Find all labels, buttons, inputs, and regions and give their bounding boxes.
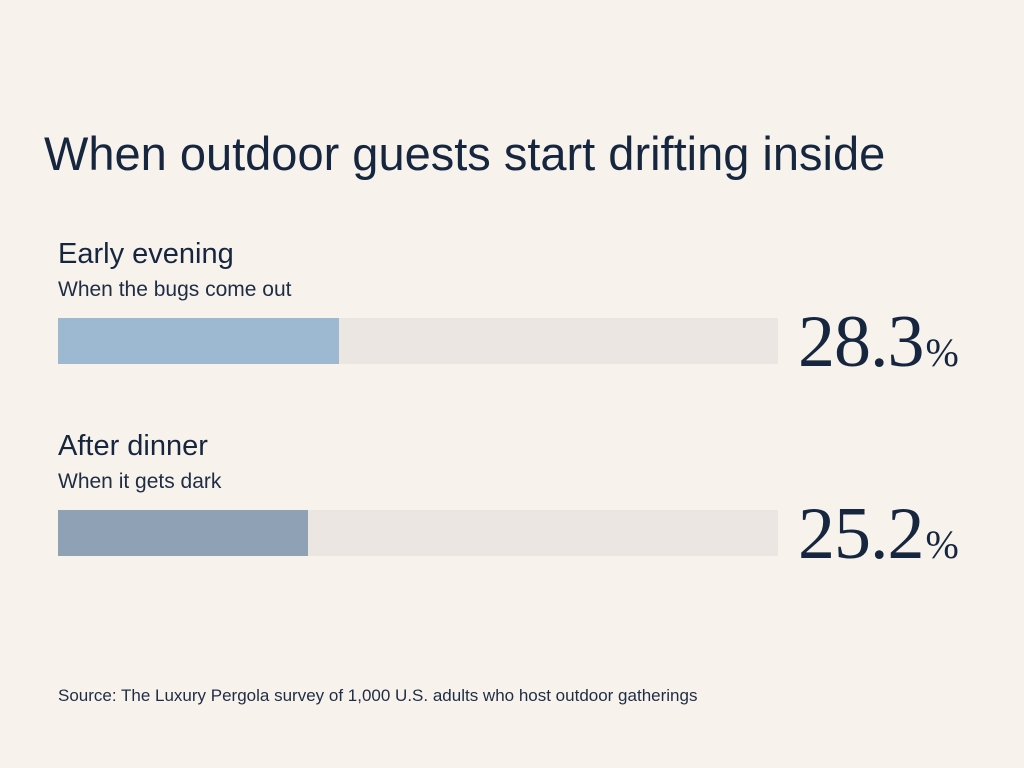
bar-track-early-evening (58, 318, 778, 364)
bar-early-evening (58, 318, 340, 364)
value-unit-early-evening: % (925, 330, 959, 375)
bar-track-after-dinner (58, 510, 778, 556)
bar-after-dinner (58, 510, 309, 556)
chart-title: When outdoor guests start drifting insid… (44, 127, 886, 180)
bar-row-early-evening: Early evening When the bugs come out 28.… (58, 236, 998, 386)
value-number-after-dinner: 25.2 (798, 493, 924, 575)
value-number-early-evening: 28.3 (798, 301, 924, 383)
value-label-early-evening: 28.3% (798, 302, 959, 402)
bar-row-after-dinner: After dinner When it gets dark 25.2% (58, 428, 998, 578)
bar-label-after-dinner: After dinner (58, 430, 208, 462)
bar-sublabel-early-evening: When the bugs come out (58, 278, 292, 301)
source-note: Source: The Luxury Pergola survey of 1,0… (58, 686, 698, 705)
bar-label-early-evening: Early evening (58, 238, 234, 270)
value-unit-after-dinner: % (925, 522, 959, 567)
bar-sublabel-after-dinner: When it gets dark (58, 470, 222, 493)
value-label-after-dinner: 25.2% (798, 494, 959, 594)
